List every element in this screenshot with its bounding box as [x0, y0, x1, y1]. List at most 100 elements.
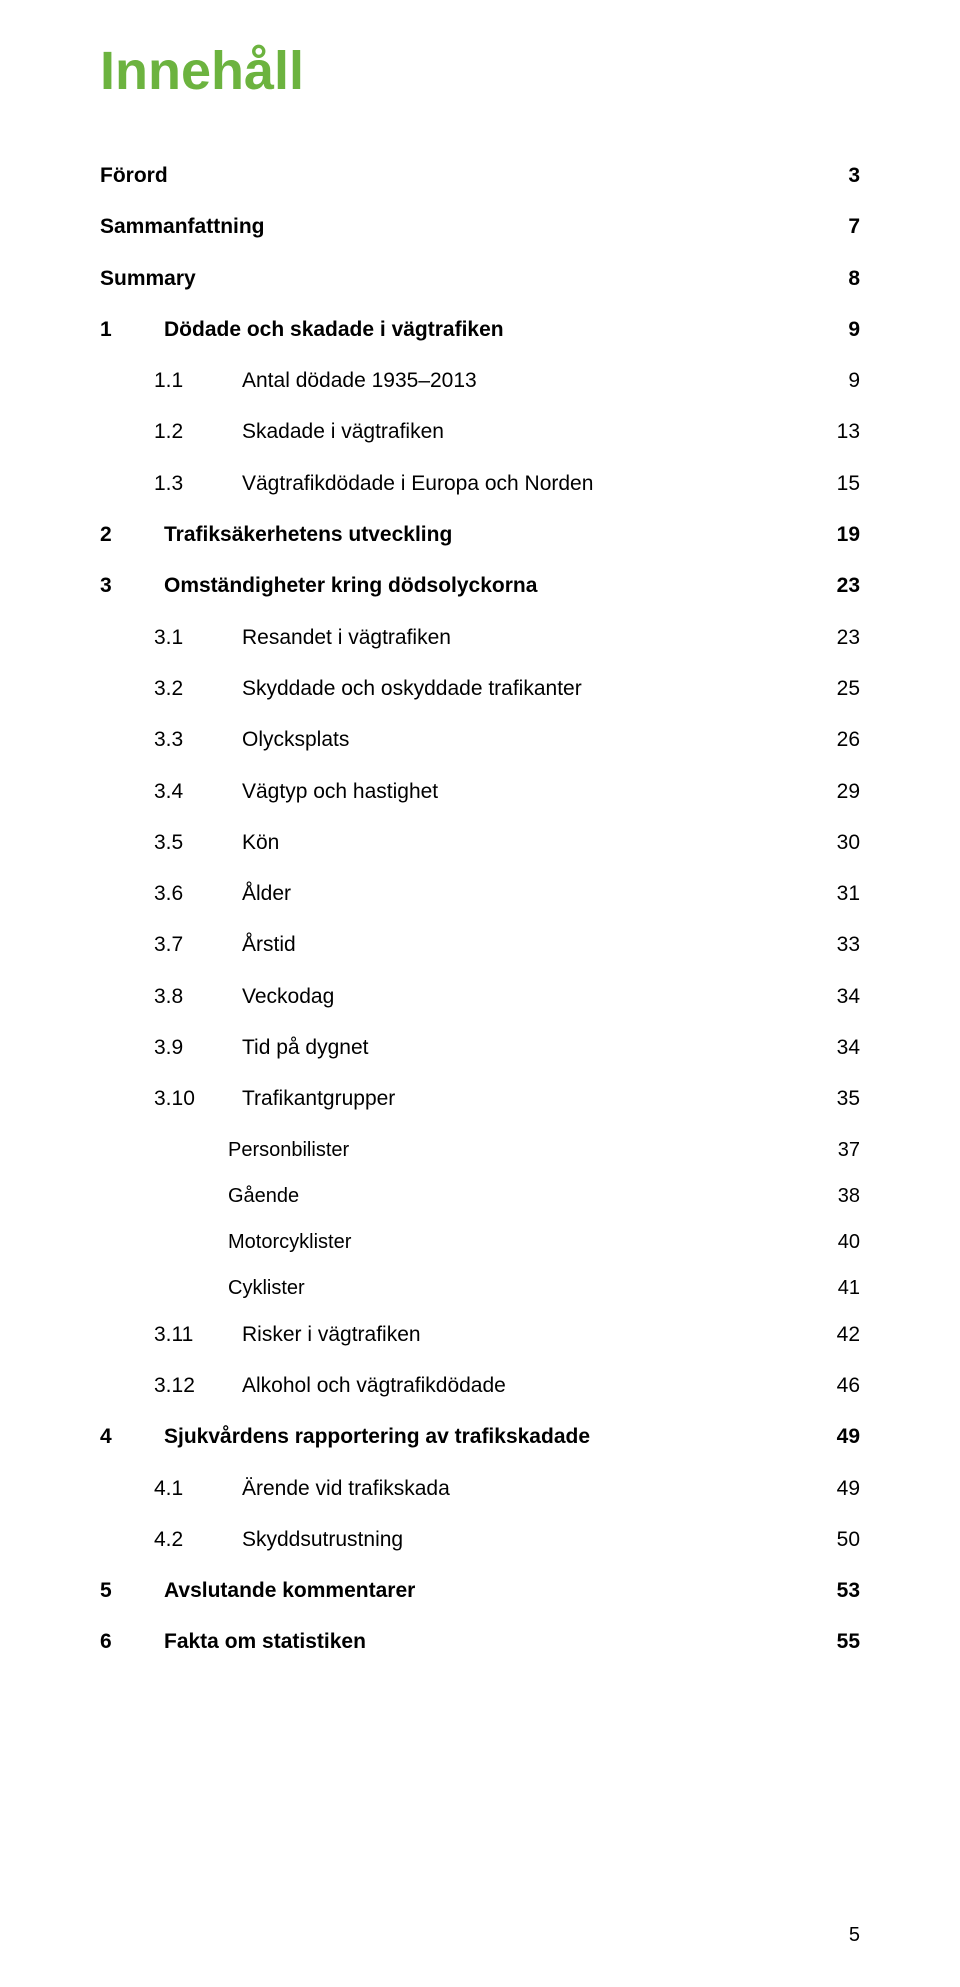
- toc-entry: 3.6Ålder31: [154, 880, 860, 907]
- toc-entry-number: 1.1: [154, 367, 242, 394]
- toc-entry-label: Avslutande kommentarer: [164, 1577, 415, 1604]
- toc-entry-page: 35: [833, 1085, 860, 1112]
- toc-entry-number: 1.3: [154, 470, 242, 497]
- toc-entry-page: 46: [833, 1372, 860, 1399]
- toc-entry: Sammanfattning7: [100, 213, 860, 240]
- toc-entry-page: 55: [833, 1628, 860, 1655]
- toc-entry-number: 3.3: [154, 726, 242, 753]
- toc-entry: 3.9Tid på dygnet34: [154, 1034, 860, 1061]
- toc-entry: Motorcyklister 40: [228, 1229, 860, 1255]
- toc-entry-number: 3.1: [154, 624, 242, 651]
- toc-entry: Summary 8: [100, 265, 860, 292]
- toc-entry-label: Kön: [242, 829, 279, 856]
- toc-entry-page: 31: [833, 880, 860, 907]
- toc-entry: Personbilister 37: [228, 1137, 860, 1163]
- toc-entry-number: 1: [100, 316, 164, 343]
- toc-entry-page: 41: [834, 1275, 860, 1301]
- toc-entry-number: 4.2: [154, 1526, 242, 1553]
- toc-entry-number: 4: [100, 1423, 164, 1450]
- toc-entry-label: Gående: [228, 1183, 299, 1209]
- toc-entry-page: 13: [833, 418, 860, 445]
- toc-entry: 1.3Vägtrafikdödade i Europa och Norden 15: [154, 470, 860, 497]
- toc-entry-page: 8: [844, 265, 860, 292]
- toc-entry: 4.2Skyddsutrustning 50: [154, 1526, 860, 1553]
- toc-entry-label: Omständigheter kring dödsolyckorna: [164, 572, 537, 599]
- toc-entry-label: Olycksplats: [242, 726, 349, 753]
- toc-entry-page: 38: [834, 1183, 860, 1209]
- toc-entry-number: 2: [100, 521, 164, 548]
- toc-entry-label: Förord: [100, 162, 168, 189]
- toc-entry: 3Omständigheter kring dödsolyckorna 23: [100, 572, 860, 599]
- toc-entry: Cyklister41: [228, 1275, 860, 1301]
- toc-entry-page: 29: [833, 778, 860, 805]
- toc-entry-number: 1.2: [154, 418, 242, 445]
- toc-entry: 4.1Ärende vid trafikskada49: [154, 1475, 860, 1502]
- toc-entry-number: 4.1: [154, 1475, 242, 1502]
- toc-entry: 3.2Skyddade och oskyddade trafikanter 25: [154, 675, 860, 702]
- toc-entry-page: 9: [844, 316, 860, 343]
- toc-entry-page: 15: [833, 470, 860, 497]
- toc-entry-page: 40: [834, 1229, 860, 1255]
- toc-entry: 3.3Olycksplats26: [154, 726, 860, 753]
- toc-entry-page: 25: [833, 675, 860, 702]
- toc-entry: Gående 38: [228, 1183, 860, 1209]
- toc-entry-number: 3.11: [154, 1321, 242, 1348]
- toc-entry-label: Årstid: [242, 931, 296, 958]
- toc-entry: 3.8Veckodag 34: [154, 983, 860, 1010]
- toc-entry-label: Veckodag: [242, 983, 334, 1010]
- toc-entry-label: Skadade i vägtrafiken: [242, 418, 444, 445]
- toc-entry-label: Summary: [100, 265, 196, 292]
- toc-entry: 4Sjukvårdens rapportering av trafikskada…: [100, 1423, 860, 1450]
- toc-entry-page: 23: [833, 624, 860, 651]
- toc-entry-page: 37: [834, 1137, 860, 1163]
- toc-entry-number: 3.6: [154, 880, 242, 907]
- toc-entry-label: Resandet i vägtrafiken: [242, 624, 451, 651]
- toc-entry-page: 33: [833, 931, 860, 958]
- toc-entry-label: Motorcyklister: [228, 1229, 351, 1255]
- toc-entry-number: 3.2: [154, 675, 242, 702]
- toc-entry: 6Fakta om statistiken 55: [100, 1628, 860, 1655]
- page-title: Innehåll: [100, 40, 860, 102]
- toc-entry-label: Antal dödade 1935–2013: [242, 367, 477, 394]
- toc-entry-label: Fakta om statistiken: [164, 1628, 366, 1655]
- toc-entry-number: 3.7: [154, 931, 242, 958]
- toc-entry: 3.4Vägtyp och hastighet29: [154, 778, 860, 805]
- toc-entry-number: 3: [100, 572, 164, 599]
- toc-entry-label: Alkohol och vägtrafikdödade: [242, 1372, 506, 1399]
- toc-entry: 1Dödade och skadade i vägtrafiken 9: [100, 316, 860, 343]
- toc-entry-page: 53: [833, 1577, 860, 1604]
- toc-entry-page: 49: [833, 1475, 860, 1502]
- toc-entry-number: 3.4: [154, 778, 242, 805]
- toc-entry-number: 3.10: [154, 1085, 242, 1112]
- toc-entry-page: 34: [833, 983, 860, 1010]
- toc-entry-label: Trafiksäkerhetens utveckling: [164, 521, 452, 548]
- toc-entry-number: 6: [100, 1628, 164, 1655]
- toc-entry-page: 49: [833, 1423, 860, 1450]
- toc-entry-label: Trafikantgrupper: [242, 1085, 395, 1112]
- toc-entry-label: Skyddsutrustning: [242, 1526, 403, 1553]
- toc-entry-page: 50: [833, 1526, 860, 1553]
- toc-entry-label: Personbilister: [228, 1137, 349, 1163]
- toc-entry-label: Tid på dygnet: [242, 1034, 368, 1061]
- table-of-contents: Förord 3 Sammanfattning7 Summary 8 1Dödade oc…: [100, 162, 860, 1656]
- toc-entry-label: Sjukvårdens rapportering av trafikskadad…: [164, 1423, 590, 1450]
- toc-entry-number: 3.8: [154, 983, 242, 1010]
- toc-entry: 3.10Trafikantgrupper 35: [154, 1085, 860, 1112]
- toc-entry: 3.5Kön30: [154, 829, 860, 856]
- toc-entry: 1.2Skadade i vägtrafiken 13: [154, 418, 860, 445]
- toc-entry-page: 34: [833, 1034, 860, 1061]
- toc-entry-label: Skyddade och oskyddade trafikanter: [242, 675, 582, 702]
- toc-entry: 2Trafiksäkerhetens utveckling 19: [100, 521, 860, 548]
- toc-entry-page: 3: [844, 162, 860, 189]
- footer-page-number: 5: [849, 1924, 860, 1947]
- toc-entry-page: 19: [833, 521, 860, 548]
- toc-entry: 3.7Årstid 33: [154, 931, 860, 958]
- toc-entry-page: 23: [833, 572, 860, 599]
- toc-entry: 3.11Risker i vägtrafiken42: [154, 1321, 860, 1348]
- document-page: Innehåll Förord 3 Sammanfattning7 Summary 8 1…: [0, 0, 960, 1987]
- toc-entry-label: Dödade och skadade i vägtrafiken: [164, 316, 504, 343]
- toc-entry: Förord 3: [100, 162, 860, 189]
- toc-entry: 1.1Antal dödade 1935–20139: [154, 367, 860, 394]
- toc-entry-label: Vägtrafikdödade i Europa och Norden: [242, 470, 593, 497]
- toc-entry-number: 3.5: [154, 829, 242, 856]
